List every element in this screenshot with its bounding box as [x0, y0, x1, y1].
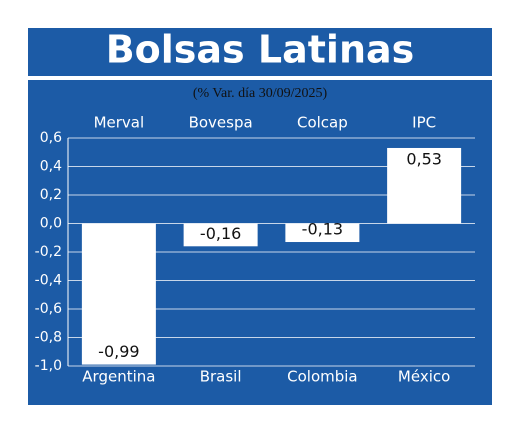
bar: [81, 223, 156, 365]
y-tick-label: -0,4: [35, 273, 62, 289]
y-tick-label: 0,2: [40, 187, 62, 203]
y-tick-label: -0,8: [35, 330, 62, 346]
y-tick-label: 0,6: [40, 130, 62, 146]
value-label: 0,53: [406, 149, 442, 168]
y-tick-label: -0,2: [35, 244, 62, 260]
value-label: -0,16: [200, 224, 241, 243]
index-label: Bovespa: [189, 114, 253, 132]
chart-title: Bolsas Latinas: [106, 28, 415, 72]
bar: [285, 223, 360, 243]
y-tick-label: -0,6: [35, 301, 62, 317]
value-label: -0,99: [98, 342, 139, 361]
x-tick-label: Colombia: [287, 368, 358, 386]
x-tick-label: Brasil: [200, 368, 242, 386]
index-label: Colcap: [297, 114, 348, 132]
index-label: IPC: [412, 114, 436, 132]
bar: [183, 223, 258, 247]
bar: [387, 147, 462, 224]
y-tick-label: 0,0: [40, 216, 62, 232]
x-tick-label: Argentina: [82, 368, 155, 386]
x-tick-label: México: [398, 368, 450, 386]
value-label: -0,13: [302, 220, 343, 239]
y-tick-label: 0,4: [40, 159, 62, 175]
title-divider: [28, 76, 492, 80]
y-tick-label: -1,0: [35, 358, 62, 374]
chart-subtitle: (% Var. día 30/09/2025): [193, 86, 328, 101]
index-label: Merval: [94, 114, 145, 132]
